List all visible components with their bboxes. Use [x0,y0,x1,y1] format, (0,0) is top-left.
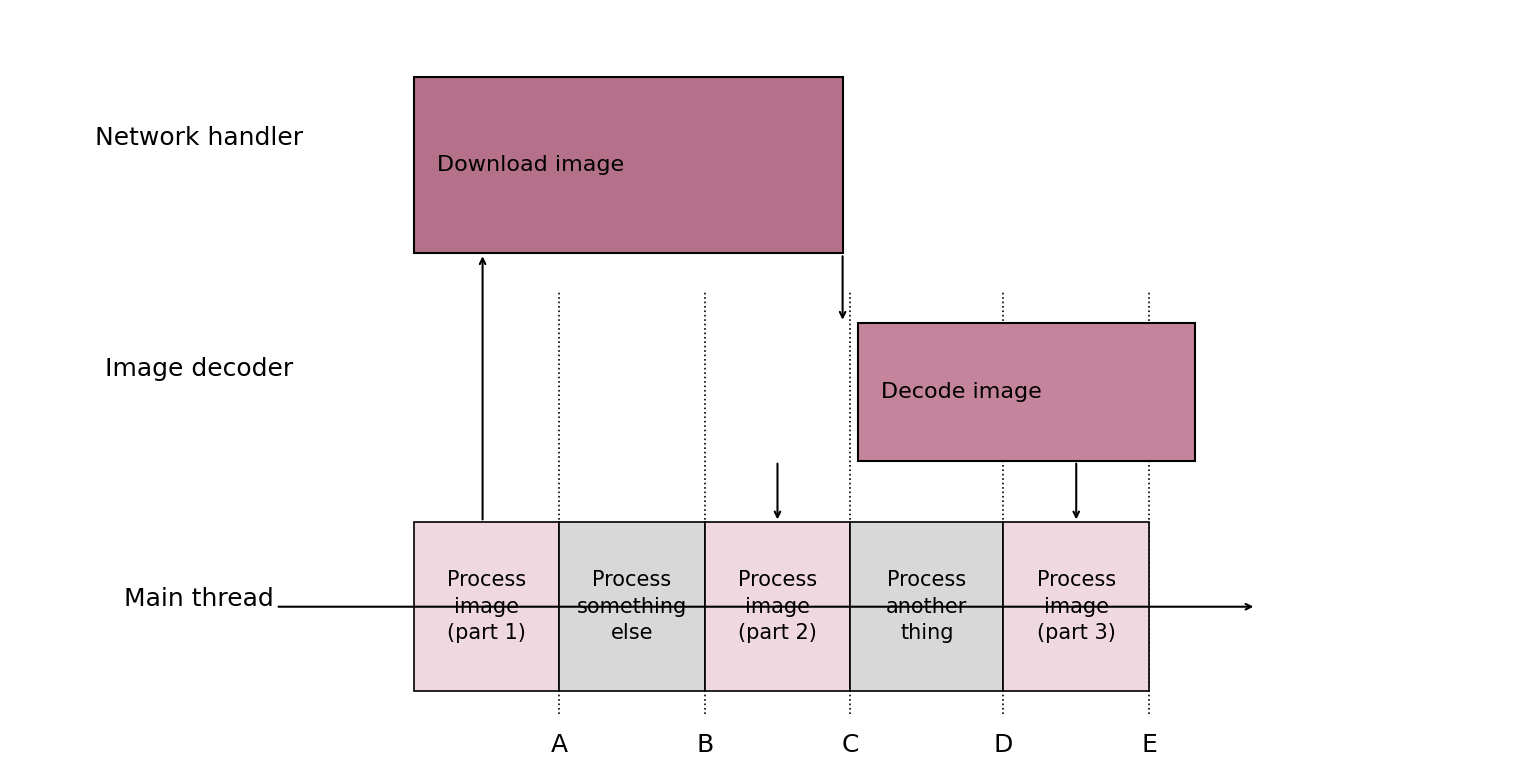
Text: Main thread: Main thread [124,587,274,611]
FancyBboxPatch shape [858,323,1195,461]
FancyBboxPatch shape [1003,522,1149,691]
Text: Process
another
thing: Process another thing [885,571,968,643]
Text: Network handler: Network handler [95,126,303,151]
FancyBboxPatch shape [414,77,843,253]
FancyBboxPatch shape [559,522,705,691]
Text: A: A [550,733,568,757]
FancyBboxPatch shape [414,522,559,691]
Text: Process
image
(part 3): Process image (part 3) [1037,571,1115,643]
Text: Process
image
(part 1): Process image (part 1) [447,571,525,643]
Text: Download image: Download image [437,155,624,175]
Text: C: C [841,733,859,757]
Text: Image decoder: Image decoder [106,356,293,381]
Text: D: D [994,733,1013,757]
Text: Process
image
(part 2): Process image (part 2) [738,571,817,643]
FancyBboxPatch shape [705,522,850,691]
Text: Decode image: Decode image [881,382,1042,402]
Text: E: E [1141,733,1157,757]
Text: B: B [696,733,714,757]
Text: Process
something
else: Process something else [578,571,686,643]
FancyBboxPatch shape [850,522,1003,691]
